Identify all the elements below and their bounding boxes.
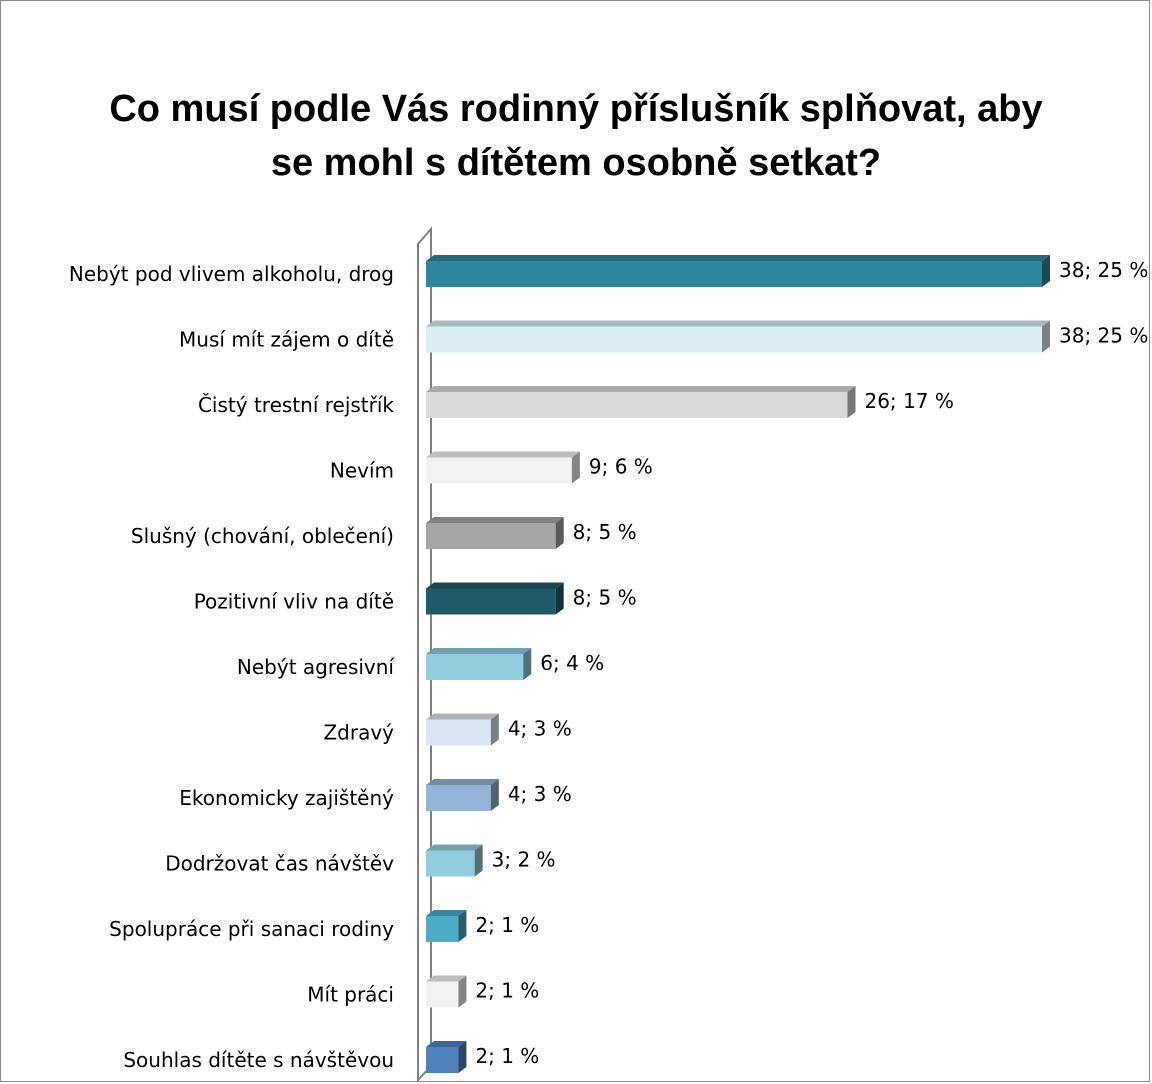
bar [426, 648, 532, 680]
value-labels: 38; 25 % 38; 25 % 26; 17 % 9; 6 % 8; 5 % 8; 5… [475, 258, 1148, 1068]
bar-top-face [426, 582, 564, 589]
category-label: Ekonomicky zajištěný [179, 786, 394, 810]
bar-side-face [1042, 255, 1050, 287]
bar-top-face [426, 517, 564, 523]
bar [426, 779, 499, 811]
category-label: Dodržovat čas návštěv [165, 852, 394, 876]
data-label: 8; 5 % [573, 520, 637, 544]
bar-top-face [426, 255, 1050, 261]
category-labels: Nebýt pod vlivem alkoholu, drog Musí mít … [69, 262, 396, 1072]
category-label: Nevím [330, 459, 394, 483]
bar-front-face [426, 457, 572, 484]
bar [426, 255, 1050, 287]
bar-top-face [426, 386, 856, 392]
category-label: Spolupráce při sanaci rodiny [109, 917, 394, 941]
data-label: 4; 3 % [508, 717, 572, 741]
data-label: 26; 17 % [864, 389, 953, 413]
data-label: 38; 25 % [1059, 324, 1148, 348]
category-label: Čistý trestní rejstřík [198, 393, 394, 417]
bar [426, 713, 499, 746]
bar-side-face [571, 451, 580, 484]
bar-top-face [426, 779, 499, 785]
bar-side-face [458, 1041, 467, 1073]
bar [426, 910, 467, 942]
bar-top-face [426, 910, 467, 916]
bar [426, 517, 564, 549]
data-label: 6; 4 % [540, 651, 604, 675]
data-label: 8; 5 % [573, 586, 637, 610]
category-label: Souhlas dítěte s návštěvou [123, 1048, 394, 1072]
data-label: 4; 3 % [508, 782, 572, 806]
bars-group [426, 255, 1050, 1073]
category-label: Nebýt agresivní [237, 655, 396, 679]
category-label: Zdravý [323, 721, 394, 745]
bar-top-face [426, 1041, 467, 1047]
bar-side-face [490, 713, 499, 746]
category-label: Slušný (chování, oblečení) [131, 524, 394, 548]
bar-front-face [426, 392, 848, 418]
bar [426, 975, 467, 1008]
bar-top-face [426, 648, 532, 654]
bar-side-face [555, 517, 564, 549]
bar [426, 844, 483, 877]
bar-front-face [426, 261, 1042, 287]
bar-side-face [490, 779, 499, 811]
bar [426, 1041, 467, 1073]
data-label: 9; 6 % [589, 455, 653, 479]
bar-front-face [426, 1047, 459, 1073]
bar-side-face [474, 844, 483, 877]
bar-top-face [426, 975, 467, 982]
bar-top-face [426, 320, 1050, 327]
data-label: 2; 1 % [475, 1044, 539, 1068]
bar-front-face [426, 850, 475, 877]
bar-front-face [426, 916, 459, 942]
data-label: 3; 2 % [492, 848, 556, 872]
bar-side-face [847, 386, 856, 418]
bar [426, 582, 564, 615]
category-label: Mít práci [307, 983, 394, 1007]
bar-top-face [426, 713, 499, 720]
category-label: Pozitivní vliv na dítě [194, 590, 394, 614]
chart-title-line-1: Co musí podle Vás rodinný příslušník spl… [109, 88, 1043, 130]
category-label: Nebýt pod vlivem alkoholu, drog [69, 262, 394, 286]
bar-side-face [523, 648, 532, 680]
bar-side-face [555, 582, 564, 615]
bar-top-face [426, 844, 483, 851]
bar [426, 451, 580, 484]
bar-front-face [426, 588, 556, 615]
bar-side-face [458, 975, 467, 1008]
chart-title: Co musí podle Vás rodinný příslušník spl… [0, 82, 1152, 190]
bar-front-face [426, 523, 556, 549]
data-label: 2; 1 % [475, 913, 539, 937]
data-label: 2; 1 % [475, 979, 539, 1003]
bar [426, 386, 856, 418]
category-label: Musí mít zájem o dítě [179, 328, 394, 352]
data-label: 38; 25 % [1059, 258, 1148, 282]
bar-front-face [426, 719, 491, 746]
chart-title-line-2: se mohl s dítětem osobně setkat? [270, 142, 882, 184]
bar-front-face [426, 654, 524, 680]
bar-front-face [426, 326, 1042, 353]
bar-front-face [426, 785, 491, 811]
bar-front-face [426, 981, 459, 1008]
bar [426, 320, 1050, 353]
bar-top-face [426, 451, 580, 458]
bar-side-face [1042, 320, 1050, 353]
bar-side-face [458, 910, 467, 942]
